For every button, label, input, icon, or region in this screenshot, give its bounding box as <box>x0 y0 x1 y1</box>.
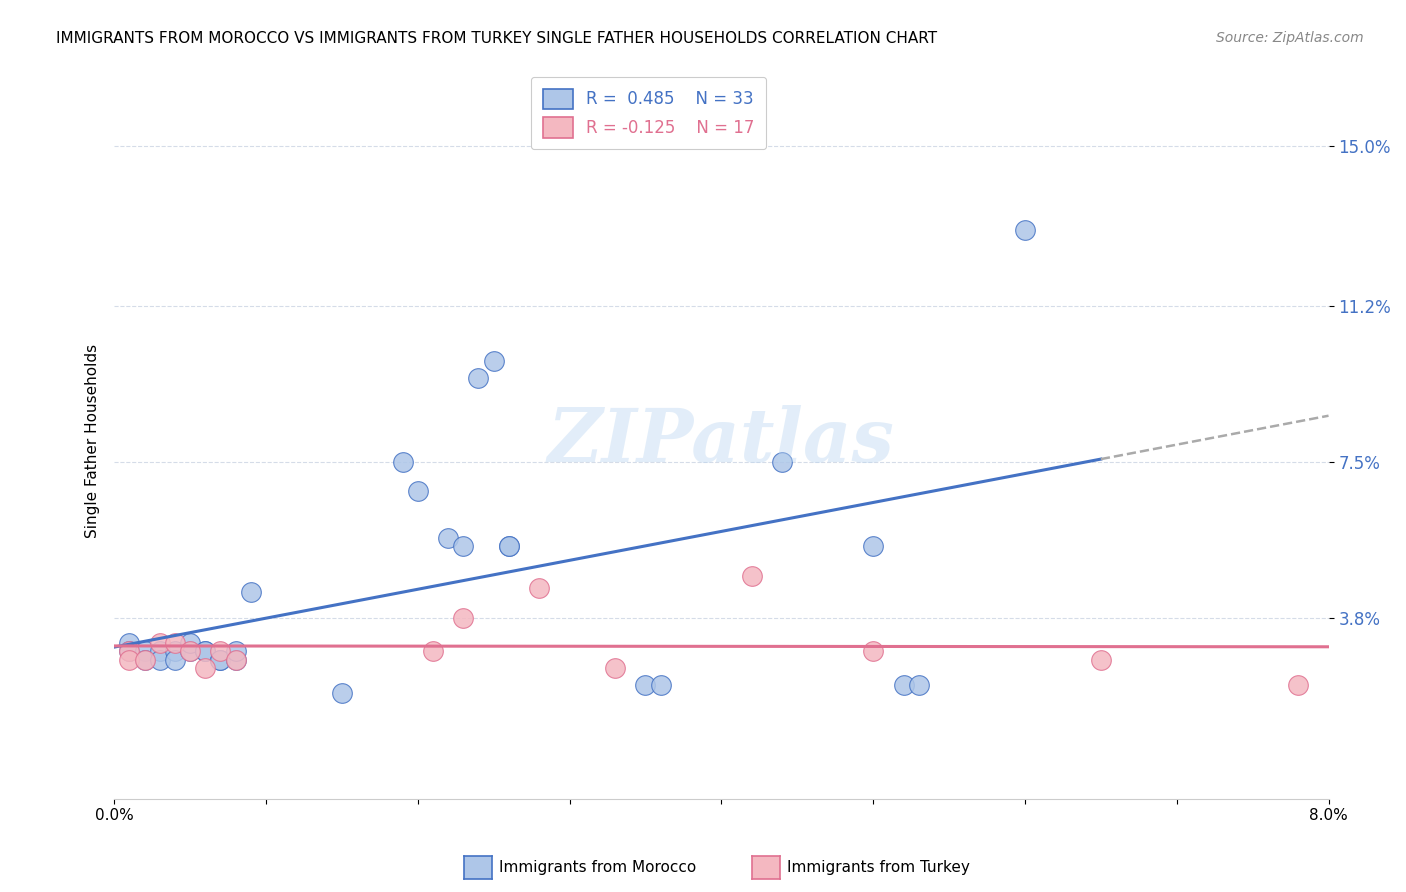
Point <box>406 484 429 499</box>
Point <box>118 636 141 650</box>
Text: Immigrants from Turkey: Immigrants from Turkey <box>787 861 970 875</box>
Point <box>422 644 444 658</box>
Point <box>179 636 201 650</box>
Point <box>134 644 156 658</box>
Text: Source: ZipAtlas.com: Source: ZipAtlas.com <box>1216 31 1364 45</box>
Point <box>330 686 353 700</box>
Point <box>453 610 475 624</box>
Point <box>650 678 672 692</box>
Point <box>741 568 763 582</box>
Point <box>467 370 489 384</box>
Point <box>163 636 186 650</box>
Point <box>209 644 232 658</box>
Text: Immigrants from Morocco: Immigrants from Morocco <box>499 861 696 875</box>
Point <box>1286 678 1309 692</box>
Point <box>134 653 156 667</box>
Point <box>194 661 217 675</box>
Point <box>118 653 141 667</box>
Point <box>194 644 217 658</box>
Point <box>134 653 156 667</box>
Point <box>603 661 626 675</box>
Point <box>862 539 884 553</box>
Point <box>529 581 551 595</box>
Legend: R =  0.485    N = 33, R = -0.125    N = 17: R = 0.485 N = 33, R = -0.125 N = 17 <box>531 77 766 149</box>
Text: IMMIGRANTS FROM MOROCCO VS IMMIGRANTS FROM TURKEY SINGLE FATHER HOUSEHOLDS CORRE: IMMIGRANTS FROM MOROCCO VS IMMIGRANTS FR… <box>56 31 938 46</box>
Point <box>498 539 520 553</box>
Point <box>179 644 201 658</box>
Point <box>482 353 505 368</box>
Point <box>179 644 201 658</box>
Point <box>163 653 186 667</box>
Point <box>1090 653 1112 667</box>
Point <box>391 455 413 469</box>
Point <box>893 678 915 692</box>
Point <box>163 644 186 658</box>
Point <box>498 539 520 553</box>
Point <box>149 653 172 667</box>
Y-axis label: Single Father Households: Single Father Households <box>86 343 100 538</box>
Point <box>149 644 172 658</box>
Point <box>225 653 247 667</box>
Point <box>149 636 172 650</box>
Point <box>437 531 460 545</box>
Point <box>1014 223 1036 237</box>
Point <box>118 644 141 658</box>
Text: ZIPatlas: ZIPatlas <box>548 405 894 477</box>
Point <box>634 678 657 692</box>
Point <box>225 644 247 658</box>
Point <box>118 644 141 658</box>
Point <box>194 644 217 658</box>
Point <box>907 678 929 692</box>
Point <box>770 455 793 469</box>
Point <box>225 653 247 667</box>
Point <box>209 653 232 667</box>
Point <box>209 653 232 667</box>
Point <box>453 539 475 553</box>
Point <box>239 585 262 599</box>
Point <box>862 644 884 658</box>
